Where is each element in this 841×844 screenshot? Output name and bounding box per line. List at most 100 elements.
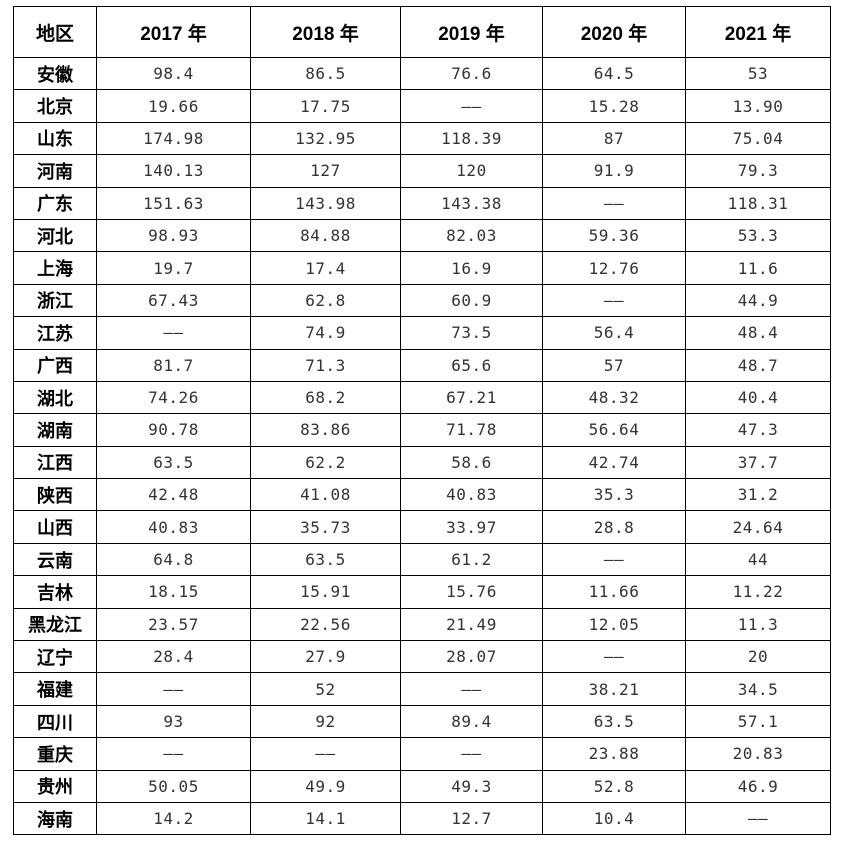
region-name-cell: 福建 — [13, 672, 97, 706]
value-cell: 73.5 — [400, 316, 543, 350]
value-cell: 60.9 — [400, 283, 543, 318]
table-row: 福建 —— 52 —— 38.21 34.5 — [13, 672, 831, 706]
value-cell: 14.2 — [96, 801, 251, 836]
value-cell: 44 — [685, 542, 831, 577]
value-cell: —— — [400, 737, 543, 771]
value-cell: 64.5 — [542, 56, 686, 91]
value-cell: 57.1 — [685, 704, 831, 739]
value-cell: 46.9 — [685, 769, 831, 803]
value-cell: 35.73 — [250, 510, 401, 544]
value-cell: —— — [542, 542, 686, 577]
region-name-cell: 广东 — [13, 186, 97, 220]
value-cell: 42.74 — [542, 445, 686, 480]
table-row: 河北 98.93 84.88 82.03 59.36 53.3 — [13, 218, 831, 253]
table-row: 浙江 67.43 62.8 60.9 —— 44.9 — [13, 283, 831, 318]
value-cell: 49.9 — [250, 769, 401, 803]
value-cell: 79.3 — [685, 154, 831, 188]
table-row: 陕西 42.48 41.08 40.83 35.3 31.2 — [13, 478, 831, 512]
region-name-cell: 重庆 — [13, 737, 97, 771]
table-row: 广西 81.7 71.3 65.6 57 48.7 — [13, 348, 831, 382]
value-cell: 56.64 — [542, 413, 686, 447]
value-cell: 50.05 — [96, 769, 251, 803]
table-row: 湖南 90.78 83.86 71.78 56.64 47.3 — [13, 413, 831, 447]
region-name-cell: 云南 — [13, 542, 97, 577]
value-cell: 15.76 — [400, 575, 543, 609]
header-year-2017: 2017 年 — [96, 6, 251, 58]
value-cell: 74.26 — [96, 380, 251, 415]
value-cell: 49.3 — [400, 769, 543, 803]
value-cell: 67.21 — [400, 380, 543, 415]
value-cell: 11.6 — [685, 251, 831, 285]
value-cell: 75.04 — [685, 121, 831, 156]
value-cell: 14.1 — [250, 801, 401, 836]
value-cell: 34.5 — [685, 672, 831, 706]
table-row: 山东 174.98 132.95 118.39 87 75.04 — [13, 121, 831, 156]
value-cell: —— — [542, 186, 686, 220]
value-cell: 118.39 — [400, 121, 543, 156]
value-cell: 35.3 — [542, 478, 686, 512]
table-row: 广东 151.63 143.98 143.38 —— 118.31 — [13, 186, 831, 220]
value-cell: 12.76 — [542, 251, 686, 285]
value-cell: 33.97 — [400, 510, 543, 544]
value-cell: 21.49 — [400, 607, 543, 642]
region-data-table: 地区 2017 年 2018 年 2019 年 2020 年 2021 年 安徽… — [13, 6, 831, 836]
value-cell: 15.91 — [250, 575, 401, 609]
value-cell: 52.8 — [542, 769, 686, 803]
value-cell: 52 — [250, 672, 401, 706]
value-cell: 11.22 — [685, 575, 831, 609]
value-cell: 76.6 — [400, 56, 543, 91]
value-cell: 63.5 — [96, 445, 251, 480]
value-cell: 140.13 — [96, 154, 251, 188]
region-name-cell: 陕西 — [13, 478, 97, 512]
value-cell: —— — [96, 316, 251, 350]
table-row: 辽宁 28.4 27.9 28.07 —— 20 — [13, 640, 831, 674]
value-cell: 19.7 — [96, 251, 251, 285]
value-cell: 71.78 — [400, 413, 543, 447]
region-name-cell: 河北 — [13, 218, 97, 253]
value-cell: 83.86 — [250, 413, 401, 447]
value-cell: 20.83 — [685, 737, 831, 771]
value-cell: 11.3 — [685, 607, 831, 642]
value-cell: 91.9 — [542, 154, 686, 188]
table-body: 安徽 98.4 86.5 76.6 64.5 53 北京 19.66 17.75 —— 15.28 1… — [13, 56, 831, 836]
value-cell: 86.5 — [250, 56, 401, 91]
value-cell: 61.2 — [400, 542, 543, 577]
value-cell: 53 — [685, 56, 831, 91]
value-cell: 151.63 — [96, 186, 251, 220]
header-row: 地区 2017 年 2018 年 2019 年 2020 年 2021 年 — [13, 6, 831, 58]
value-cell: 120 — [400, 154, 543, 188]
region-name-cell: 江西 — [13, 445, 97, 480]
value-cell: 174.98 — [96, 121, 251, 156]
value-cell: 57 — [542, 348, 686, 382]
header-year-2021: 2021 年 — [685, 6, 831, 58]
value-cell: 71.3 — [250, 348, 401, 382]
region-name-cell: 江苏 — [13, 316, 97, 350]
value-cell: —— — [400, 672, 543, 706]
value-cell: 59.36 — [542, 218, 686, 253]
table-row: 江西 63.5 62.2 58.6 42.74 37.7 — [13, 445, 831, 480]
value-cell: —— — [250, 737, 401, 771]
value-cell: 143.98 — [250, 186, 401, 220]
table-row: 黑龙江 23.57 22.56 21.49 12.05 11.3 — [13, 607, 831, 642]
region-name-cell: 安徽 — [13, 56, 97, 91]
value-cell: 90.78 — [96, 413, 251, 447]
table-row: 吉林 18.15 15.91 15.76 11.66 11.22 — [13, 575, 831, 609]
value-cell: 41.08 — [250, 478, 401, 512]
region-name-cell: 湖南 — [13, 413, 97, 447]
value-cell: 13.90 — [685, 89, 831, 123]
table-row: 四川 93 92 89.4 63.5 57.1 — [13, 704, 831, 739]
value-cell: 74.9 — [250, 316, 401, 350]
value-cell: —— — [685, 801, 831, 836]
table-row: 山西 40.83 35.73 33.97 28.8 24.64 — [13, 510, 831, 544]
value-cell: —— — [542, 283, 686, 318]
region-name-cell: 北京 — [13, 89, 97, 123]
value-cell: 58.6 — [400, 445, 543, 480]
value-cell: 62.8 — [250, 283, 401, 318]
value-cell: 47.3 — [685, 413, 831, 447]
region-name-cell: 浙江 — [13, 283, 97, 318]
value-cell: 12.7 — [400, 801, 543, 836]
header-year-2019: 2019 年 — [400, 6, 543, 58]
value-cell: 89.4 — [400, 704, 543, 739]
value-cell: 23.57 — [96, 607, 251, 642]
table-row: 河南 140.13 127 120 91.9 79.3 — [13, 154, 831, 188]
